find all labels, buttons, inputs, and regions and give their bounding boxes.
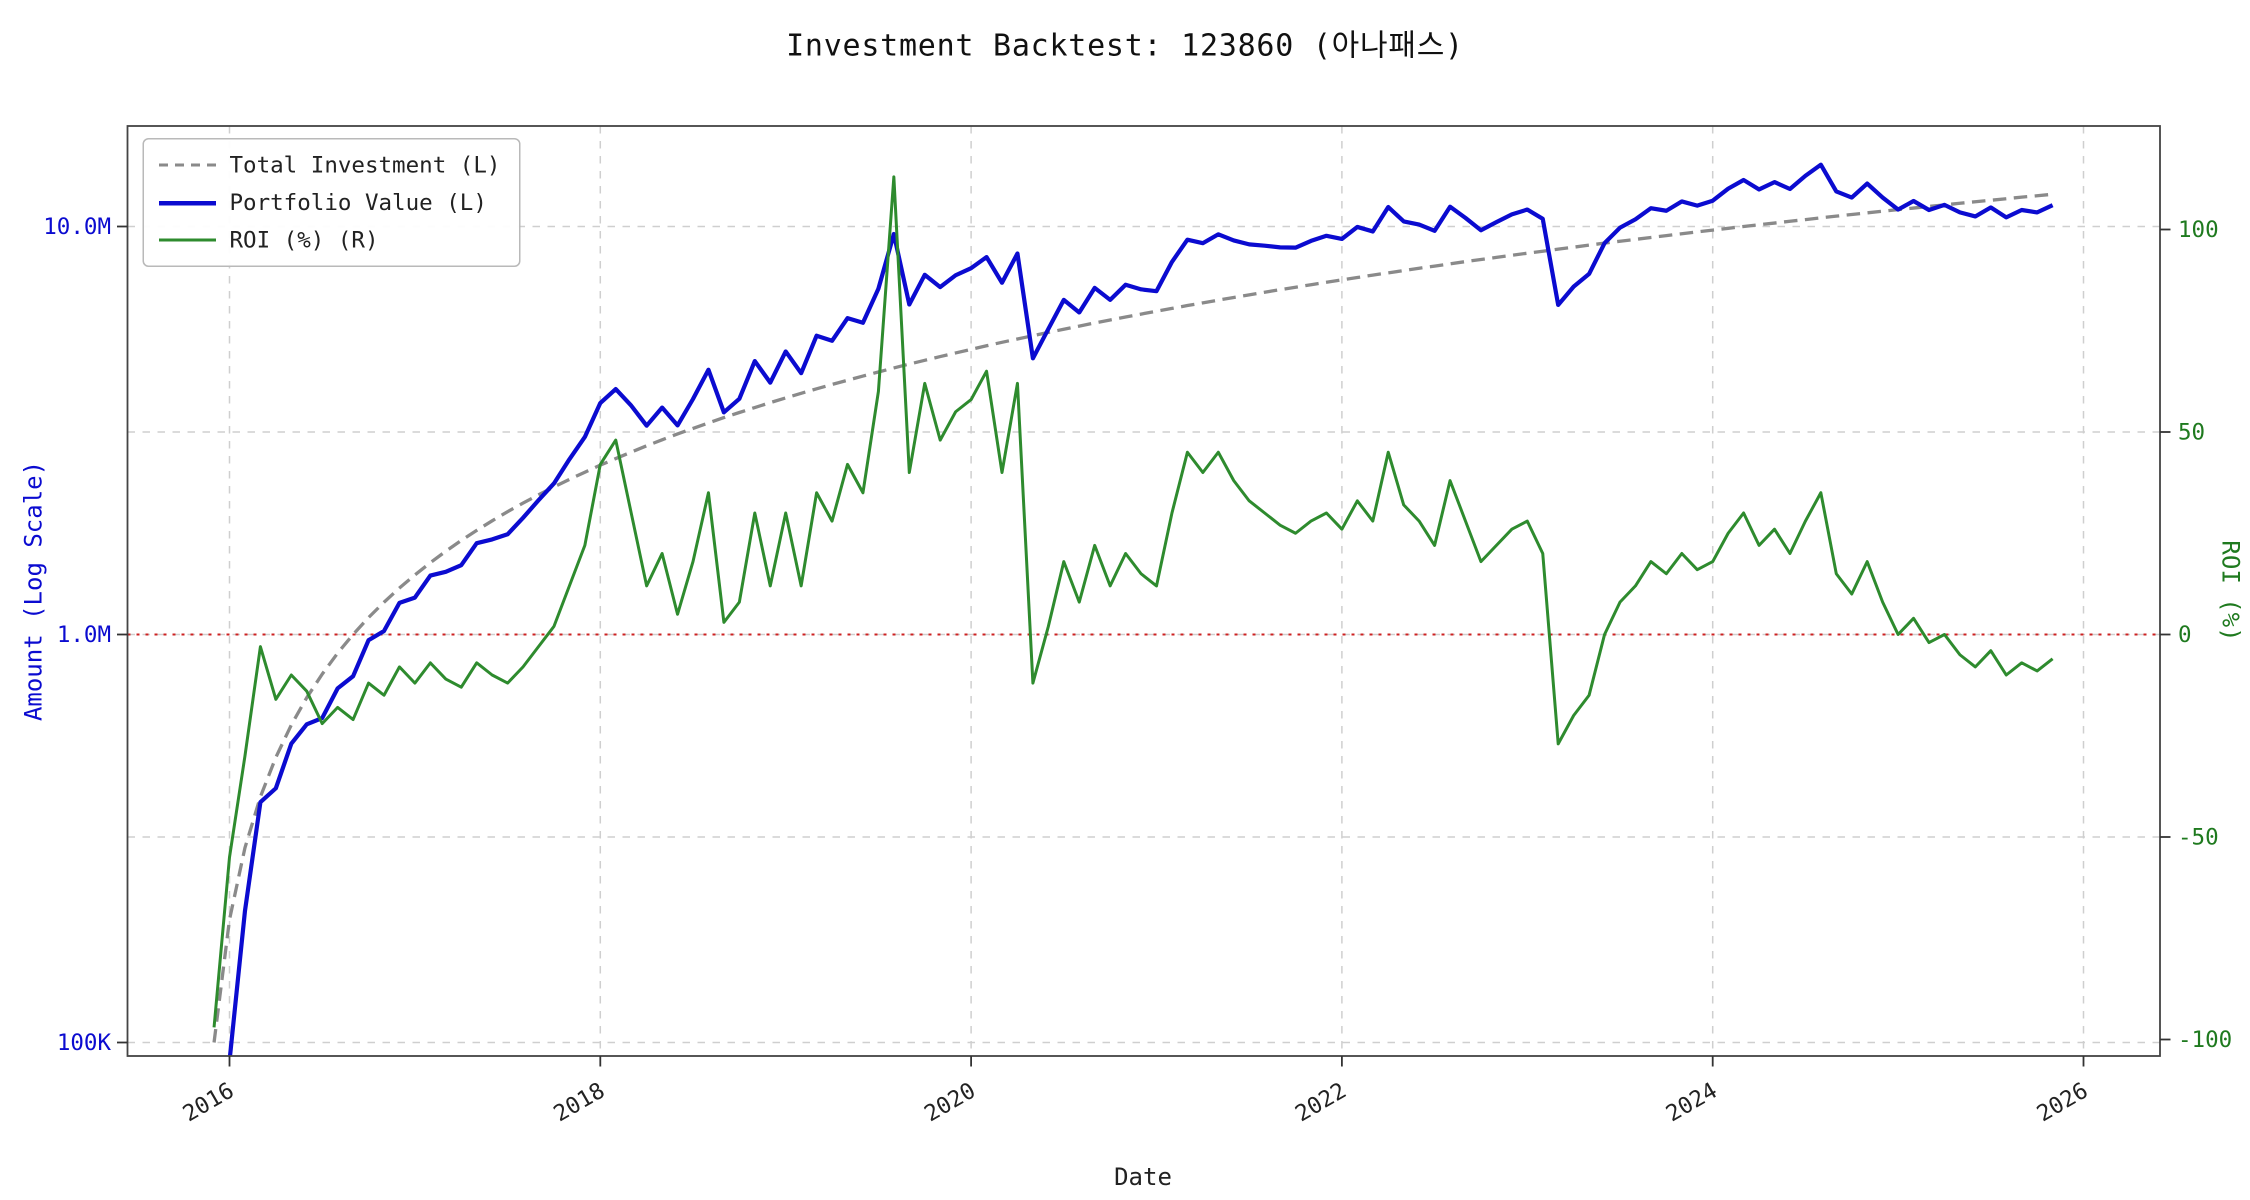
solid-blue-line-icon [159, 200, 216, 205]
y-right-tick-label: -100 [2178, 1027, 2232, 1053]
y-left-tick-label: 1.0M [57, 622, 111, 648]
portfolio-value-line [227, 162, 2054, 1056]
plot-border [126, 125, 2161, 1057]
legend-label: Portfolio Value (L) [229, 189, 487, 216]
y-left-tick-label: 10.0M [43, 214, 111, 240]
legend-label: Total Investment (L) [229, 151, 501, 179]
y-right-tick-label: 100 [2178, 217, 2219, 243]
legend-item-portfolio-value: Portfolio Value (L) [159, 189, 500, 216]
y-axis-right-label: ROI (%) [2216, 540, 2245, 642]
solid-green-line-icon [159, 238, 216, 242]
x-tick-label: 2016 [179, 1078, 239, 1128]
legend-item-roi: ROI (%) (R) [159, 227, 500, 254]
y-right-tick-label: 0 [2178, 622, 2192, 648]
roi-line [212, 175, 2054, 1028]
y-left-tick-label: 100K [57, 1030, 112, 1056]
y-right-tick-label: 50 [2178, 420, 2205, 446]
x-tick-label: 2024 [1662, 1078, 1722, 1128]
chart-title: Investment Backtest: 123860 (아나패스) [786, 27, 1464, 63]
total-investment-line [212, 192, 2053, 1043]
y-axis-left-label: Amount (Log Scale) [18, 460, 48, 722]
x-tick-label: 2026 [2033, 1078, 2093, 1128]
x-tick-label: 2022 [1291, 1078, 1351, 1128]
dashed-line-icon [159, 163, 216, 167]
x-axis-label: Date [1114, 1162, 1172, 1192]
y-right-tick-label: -50 [2178, 825, 2219, 851]
legend-label: ROI (%) (R) [229, 226, 379, 254]
chart-legend: Total Investment (L) Portfolio Value (L)… [142, 138, 520, 267]
legend-item-total-investment: Total Investment (L) [159, 152, 500, 179]
x-tick-label: 2020 [920, 1078, 980, 1128]
x-tick-label: 2018 [549, 1078, 609, 1128]
